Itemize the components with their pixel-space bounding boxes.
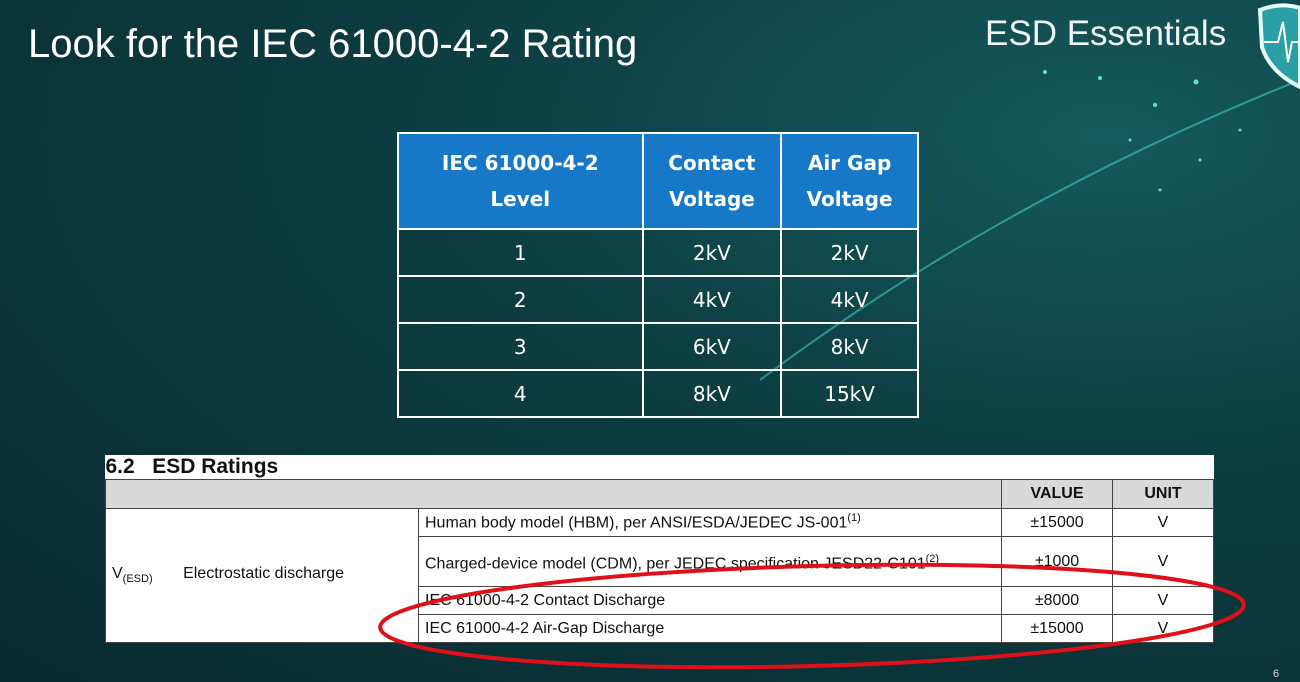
page-number: 6 <box>1273 668 1280 680</box>
symbol-parameter-cell: V(ESD) Electrostatic discharge <box>105 508 419 643</box>
unit: V <box>1112 586 1214 615</box>
condition: IEC 61000-4-2 Air-Gap Discharge <box>418 614 1002 643</box>
unit: V <box>1112 508 1214 537</box>
header-blank <box>105 479 1002 509</box>
value: ±15000 <box>1001 508 1113 537</box>
table-row: V(ESD) Electrostatic discharge Human bod… <box>105 508 1214 643</box>
condition: Charged-device model (CDM), per JEDEC sp… <box>418 536 1002 587</box>
cell: 3 <box>397 322 644 371</box>
header-contact-voltage: Contact Voltage <box>641 132 783 230</box>
value: ±8000 <box>1001 586 1113 615</box>
condition: IEC 61000-4-2 Contact Discharge <box>418 586 1002 615</box>
shield-logo-icon <box>1257 3 1300 90</box>
brand-name: ESD Essentials <box>985 14 1227 53</box>
header-value: VALUE <box>1001 479 1113 509</box>
cell: 1 <box>397 228 644 277</box>
cell: 2kV <box>641 228 783 277</box>
iec-level-table: IEC 61000-4-2 Level Contact Voltage Air Ga… <box>397 132 919 418</box>
cell: 6kV <box>641 322 783 371</box>
cell: 4kV <box>641 275 783 324</box>
header-air-gap-voltage: Air Gap Voltage <box>780 132 919 230</box>
symbol: V(ESD) <box>112 565 153 586</box>
header-level: IEC 61000-4-2 Level <box>397 132 644 230</box>
cell: 8kV <box>780 322 919 371</box>
unit: V <box>1112 614 1214 643</box>
unit: V <box>1112 536 1214 587</box>
cell: 4kV <box>780 275 919 324</box>
value: ±15000 <box>1001 614 1113 643</box>
value: ±1000 <box>1001 536 1113 587</box>
header-unit: UNIT <box>1112 479 1214 509</box>
cell: 15kV <box>780 369 919 418</box>
table-row: 4 8kV 15kV <box>397 369 919 418</box>
table-caption: 6.2 ESD Ratings <box>105 455 1214 480</box>
parameter: Electrostatic discharge <box>183 565 345 583</box>
condition: Human body model (HBM), per ANSI/ESDA/JE… <box>418 508 1002 537</box>
table-row: 3 6kV 8kV <box>397 322 919 371</box>
cell: 8kV <box>641 369 783 418</box>
table-row: 1 2kV 2kV <box>397 228 919 277</box>
cell: 4 <box>397 369 644 418</box>
table-row: 2 4kV 4kV <box>397 275 919 324</box>
cell: 2 <box>397 275 644 324</box>
slide-title: Look for the IEC 61000-4-2 Rating <box>28 22 638 66</box>
cell: 2kV <box>780 228 919 277</box>
esd-ratings-table: 6.2 ESD Ratings VALUE UNIT V(ESD) Electr… <box>105 455 1214 643</box>
